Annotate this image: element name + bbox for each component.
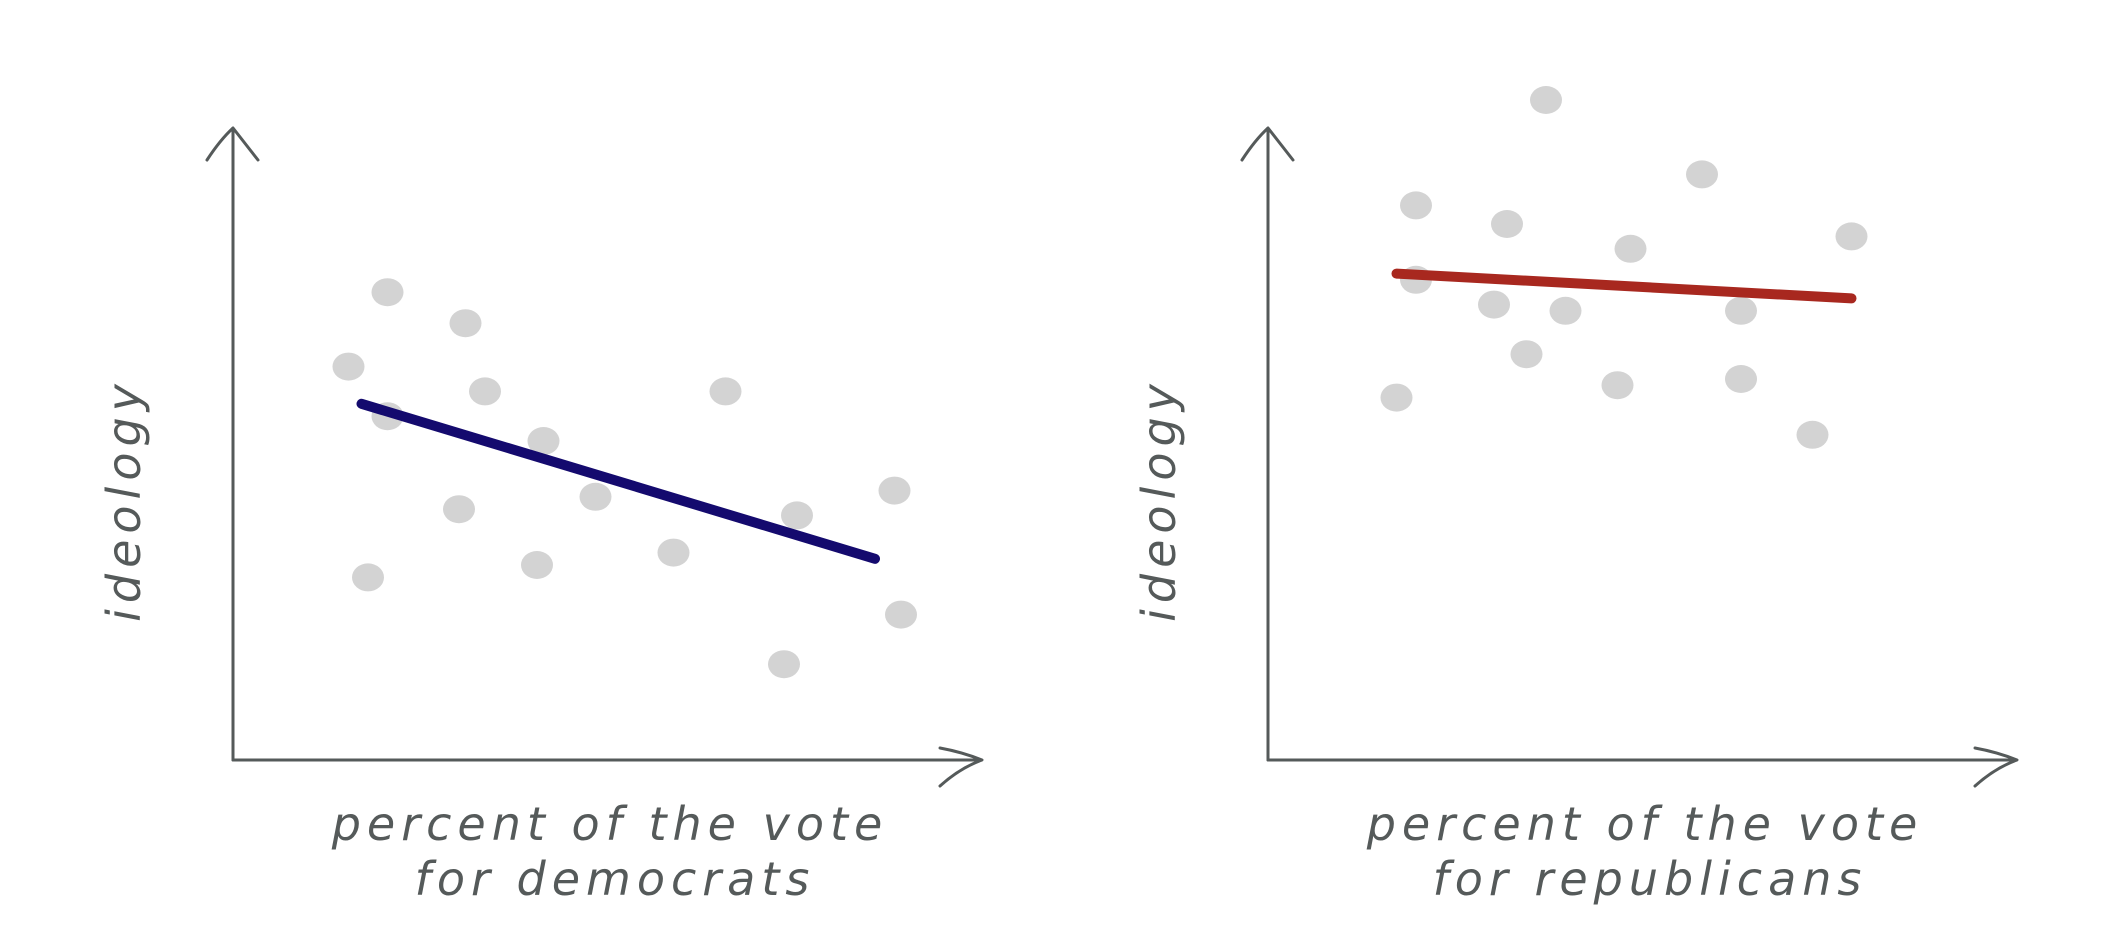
data-point xyxy=(885,600,917,629)
trend-line xyxy=(356,398,880,564)
data-point xyxy=(332,352,365,381)
scatter-points xyxy=(1380,86,1868,449)
data-point xyxy=(1530,86,1562,114)
data-point xyxy=(527,427,560,455)
y-axis-label: ideology xyxy=(1132,378,1186,622)
y-axis-label: ideology xyxy=(97,378,151,622)
data-point xyxy=(1380,383,1413,412)
chart-democrats: ideology percent of the vote for democra… xyxy=(97,126,984,906)
x-axis-label-line-1: percent of the vote xyxy=(331,797,889,851)
data-point xyxy=(469,377,501,406)
data-point xyxy=(443,495,475,524)
data-point xyxy=(878,476,911,505)
y-axis-arrow-icon xyxy=(1240,126,1295,162)
data-point xyxy=(1400,191,1432,220)
data-point xyxy=(1725,365,1757,393)
chart-republicans: ideology percent of the vote for republi… xyxy=(1132,86,2019,906)
scatter-points xyxy=(332,278,917,679)
x-axis-label-line-2: for democrats xyxy=(415,852,816,906)
data-point xyxy=(1549,296,1582,325)
data-point xyxy=(371,278,404,307)
data-point xyxy=(768,650,800,679)
data-point xyxy=(1601,371,1634,400)
x-axis-arrow-icon xyxy=(1973,746,2019,788)
data-point xyxy=(1478,290,1510,319)
data-point xyxy=(1835,222,1868,251)
data-point xyxy=(352,563,384,592)
y-axis-arrow-icon xyxy=(205,126,260,162)
x-axis-label-line-2: for republicans xyxy=(1433,852,1868,906)
trend-line xyxy=(1391,268,1857,304)
data-point xyxy=(1686,160,1718,189)
data-point xyxy=(781,501,813,530)
data-point xyxy=(709,377,742,406)
x-axis-arrow-icon xyxy=(938,746,984,788)
data-point xyxy=(579,482,612,511)
x-axis-label-line-1: percent of the vote xyxy=(1366,797,1924,851)
data-point xyxy=(1614,234,1647,263)
data-point xyxy=(1491,210,1523,238)
data-point xyxy=(1510,340,1543,369)
data-point xyxy=(1725,296,1757,325)
data-point xyxy=(657,538,690,567)
data-point xyxy=(1796,420,1829,449)
data-point xyxy=(521,551,553,579)
data-point xyxy=(449,309,482,338)
